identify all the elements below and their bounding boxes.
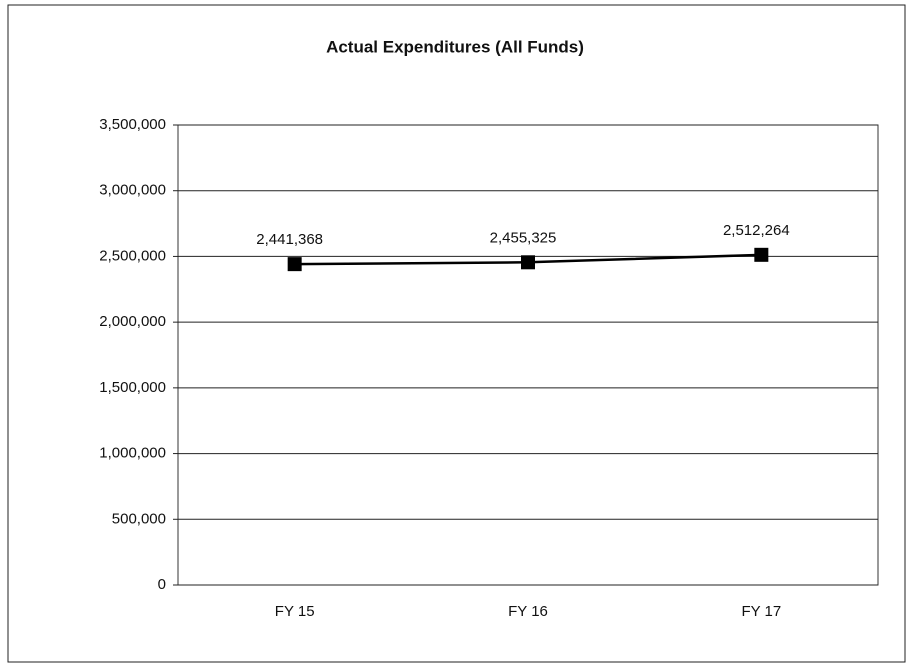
y-tick-label: 0	[158, 576, 166, 593]
data-label: 2,455,325	[490, 229, 557, 246]
y-tick-label: 2,500,000	[99, 247, 166, 264]
y-tick-label: 500,000	[112, 510, 166, 527]
y-tick-label: 3,000,000	[99, 182, 166, 199]
marker	[521, 255, 535, 270]
marker	[754, 247, 769, 262]
y-tick-label: 2,000,000	[99, 313, 166, 330]
x-tick-label: FY 15	[275, 603, 315, 620]
y-tick-label: 3,500,000	[99, 116, 166, 133]
y-tick-label: 1,500,000	[99, 379, 166, 396]
x-tick-label: FY 17	[741, 603, 781, 620]
data-label: 2,512,264	[723, 222, 790, 239]
data-label: 2,441,368	[256, 231, 323, 248]
marker	[287, 257, 302, 272]
chart-frame	[7, 4, 906, 663]
y-tick-label: 1,000,000	[99, 445, 166, 462]
plot-area	[177, 124, 879, 586]
x-tick-label: FY 16	[508, 603, 548, 620]
chart-title: Actual Expenditures (All Funds)	[326, 37, 584, 56]
